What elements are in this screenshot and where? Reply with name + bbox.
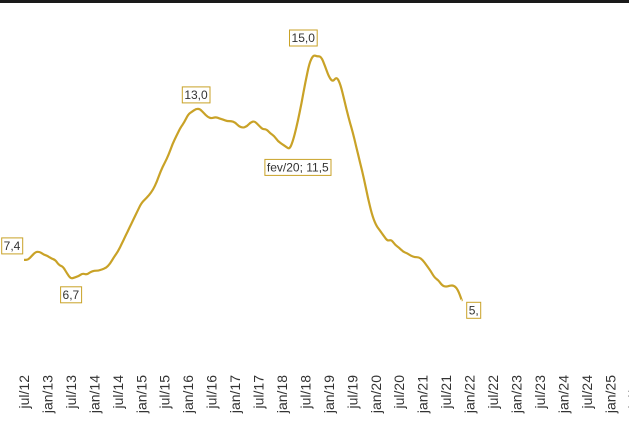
x-tick-label-10: jul/17 (251, 375, 267, 410)
x-tick-label-20: jul/22 (485, 375, 501, 410)
x-tick-label-15: jan/20 (368, 375, 384, 414)
data-label-box-0 (1, 237, 24, 255)
x-tick-label-9: jan/17 (227, 375, 243, 414)
series-layer (24, 54, 463, 302)
data-label-0: 7,4 (1, 237, 24, 255)
data-label-1: 6,7 (60, 286, 83, 304)
x-tick-label-16: jul/20 (391, 375, 407, 410)
x-tick-labels-layer: jul/12 jan/13 jul/13 jan/14 jul/14 jan/15 jul/… (16, 375, 629, 414)
x-tick-label-26: jul/25 (626, 375, 629, 410)
data-label-text-4: 15,0 (292, 31, 316, 45)
x-tick-label-3: jan/14 (86, 375, 102, 414)
data-label-2: 13,0 (181, 86, 211, 104)
data-label-5: 5, (466, 301, 482, 319)
data-label-box-5 (466, 301, 482, 319)
x-tick-label-1: jan/13 (40, 375, 56, 414)
x-tick-label-13: jan/19 (321, 375, 337, 414)
x-tick-label-7: jan/16 (180, 375, 196, 414)
data-label-text-0: 7,4 (4, 239, 21, 253)
x-tick-label-24: jul/24 (579, 375, 595, 410)
series-line-0 (24, 54, 463, 302)
x-tick-label-5: jan/15 (133, 375, 149, 414)
data-label-4: 15,0 (289, 29, 318, 47)
x-tick-label-25: jan/25 (602, 375, 618, 414)
x-tick-label-2: jul/13 (63, 375, 79, 410)
x-tick-label-21: jan/23 (509, 375, 525, 414)
data-label-box-4 (289, 29, 318, 47)
x-tick-label-8: jul/16 (204, 375, 220, 410)
data-label-3: fev/20; 11,5 (264, 158, 332, 176)
x-tick-label-19: jan/22 (462, 375, 478, 414)
data-label-text-5: 5, (469, 303, 479, 317)
data-labels-layer: 7,4 6,7 13,0 fev/20; 11,5 15,0 5, (1, 29, 482, 319)
x-tick-label-23: jan/24 (555, 375, 571, 414)
x-tick-label-11: jan/18 (274, 375, 290, 414)
x-tick-label-18: jul/21 (438, 375, 454, 410)
data-label-text-1: 6,7 (63, 288, 80, 302)
data-label-box-2 (181, 86, 211, 104)
x-tick-label-0: jul/12 (16, 375, 32, 410)
data-label-box-1 (60, 286, 83, 304)
data-label-text-3: fev/20; 11,5 (267, 160, 329, 174)
x-tick-label-4: jul/14 (110, 375, 126, 410)
x-tick-label-6: jul/15 (157, 375, 173, 410)
x-tick-label-12: jul/18 (297, 375, 313, 410)
x-tick-label-17: jan/21 (415, 375, 431, 414)
x-tick-label-22: jul/23 (532, 375, 548, 410)
top-rule (0, 0, 629, 3)
data-label-box-3 (264, 158, 332, 176)
x-tick-label-14: jul/19 (344, 375, 360, 410)
data-label-text-2: 13,0 (184, 88, 208, 102)
